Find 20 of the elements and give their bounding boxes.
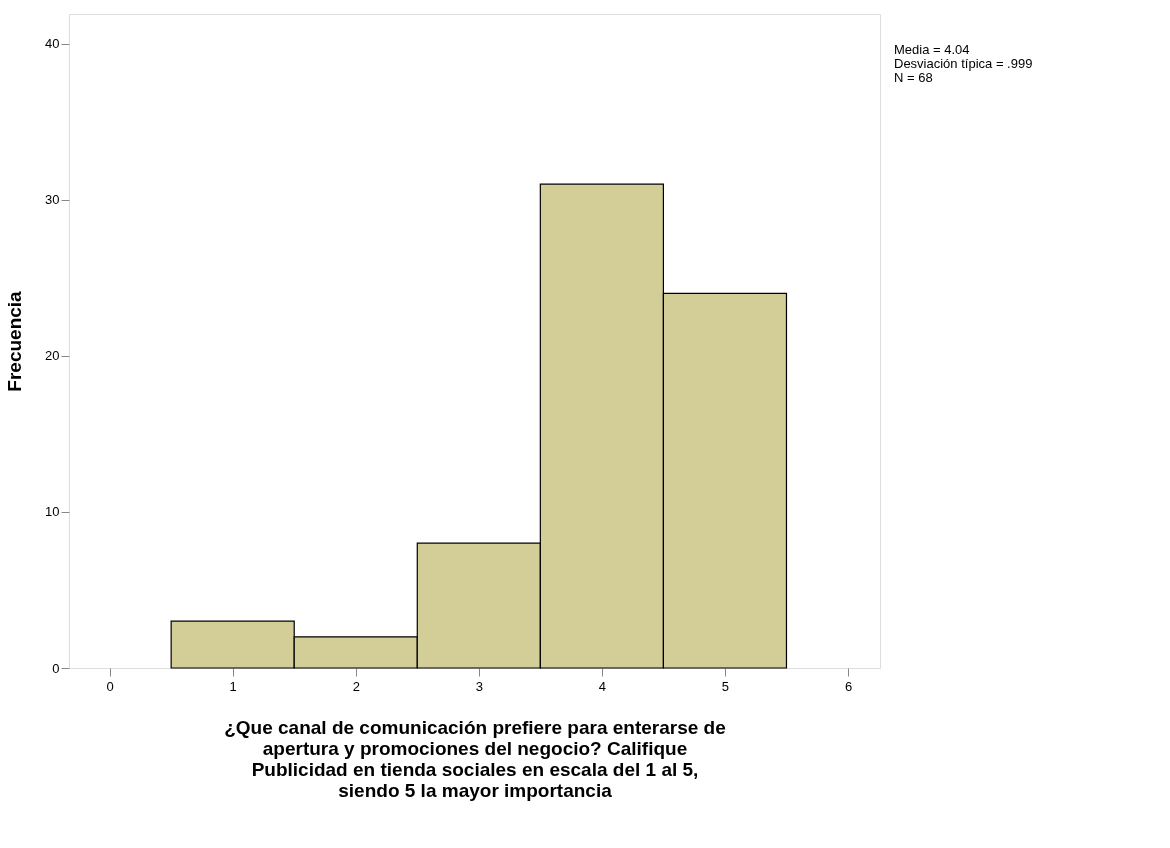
y-tick-label: 10	[45, 504, 60, 520]
x-tick-label: 5	[721, 678, 730, 694]
text: Publicidad en tienda sociales en escala del 1 al 5,	[251, 758, 699, 780]
text: Media = 4.04	[894, 42, 970, 57]
x-tick-label: 6	[844, 678, 853, 694]
y-tick-label: 0	[52, 660, 60, 676]
text: ¿Que canal de comunicación prefiere para enterarse de	[224, 716, 726, 738]
x-tick-label: 4	[598, 678, 606, 694]
x-tick-label: 1	[229, 678, 237, 694]
y-tick-label: 40	[45, 36, 60, 52]
text: N = 68	[894, 70, 933, 85]
x-tick-label: 0	[106, 678, 114, 694]
text: apertura y promociones del negocio? Califique	[262, 737, 688, 759]
x-tick-label: 3	[475, 678, 483, 694]
text: Desviación típica = .999	[894, 56, 1033, 71]
text: siendo 5 la mayor importancia	[338, 779, 612, 801]
y-tick-label: 20	[45, 348, 60, 364]
y-axis-title: Frecuencia	[4, 290, 26, 392]
y-tick-label: 30	[45, 192, 60, 208]
x-tick-label: 2	[352, 678, 360, 694]
